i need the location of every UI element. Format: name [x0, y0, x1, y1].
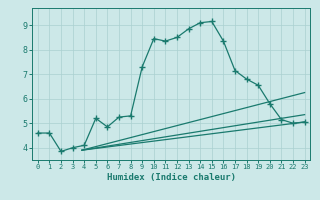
- X-axis label: Humidex (Indice chaleur): Humidex (Indice chaleur): [107, 173, 236, 182]
